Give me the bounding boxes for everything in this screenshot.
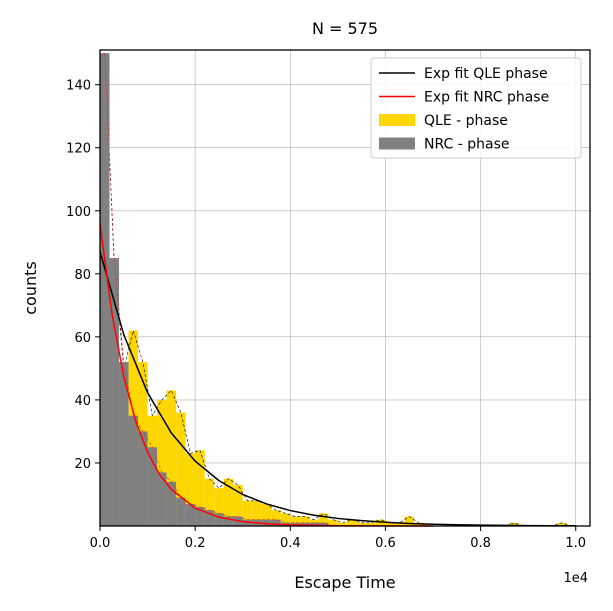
qle-bar xyxy=(242,500,253,526)
nrc-bar xyxy=(138,431,148,526)
qle-bar xyxy=(347,519,357,526)
qle-bar xyxy=(290,516,300,526)
nrc-bar xyxy=(271,519,281,526)
qle-bar xyxy=(356,522,367,526)
qle-bar xyxy=(556,522,567,526)
qle-bar xyxy=(252,500,262,526)
nrc-bar xyxy=(100,53,110,527)
qle-bar xyxy=(366,522,376,526)
nrc-bar xyxy=(109,258,120,526)
y-tick-label: 80 xyxy=(74,268,91,283)
x-axis-label: Escape Time xyxy=(294,573,395,592)
qle-bar xyxy=(195,450,205,526)
x-tick-label: 0.8 xyxy=(470,536,491,551)
chart-title: N = 575 xyxy=(312,19,378,38)
legend-label: QLE - phase xyxy=(424,113,508,129)
qle-bar xyxy=(375,519,386,526)
nrc-bar xyxy=(176,497,186,526)
histogram-bars xyxy=(100,53,572,527)
qle-bar xyxy=(261,503,272,526)
qle-bar xyxy=(271,510,281,526)
qle-bar xyxy=(223,478,234,526)
nrc-bar xyxy=(204,510,215,526)
nrc-bar xyxy=(318,522,329,526)
y-tick-label: 100 xyxy=(66,205,91,220)
nrc-bar xyxy=(242,519,253,526)
x-tick-label: 0.4 xyxy=(280,536,301,551)
nrc-bar xyxy=(128,415,139,526)
nrc-bar xyxy=(147,447,158,526)
qle-bar xyxy=(337,522,348,526)
qle-bar xyxy=(318,513,329,526)
qle-bar xyxy=(280,513,291,526)
axis-ticks: 0.0 0.2 0.4 0.6 0.8 1.0 20 40 60 80 100 120 140 xyxy=(66,79,586,551)
nrc-bar xyxy=(214,513,224,526)
qle-bar xyxy=(185,453,196,526)
y-tick-label: 40 xyxy=(74,394,91,409)
qle-bar xyxy=(328,519,338,526)
nrc-bar xyxy=(309,522,319,526)
nrc-bar xyxy=(261,519,272,526)
plot-frame xyxy=(99,49,591,527)
x-tick-label: 0.0 xyxy=(90,536,111,551)
nrc-bar xyxy=(166,481,177,526)
y-tick-label: 20 xyxy=(74,457,91,472)
nrc-bar xyxy=(223,516,234,526)
legend-label: NRC - phase xyxy=(424,137,509,153)
x-axis-offset-text: 1e4 xyxy=(563,571,588,586)
qle-fit-line xyxy=(99,251,576,527)
qle-bar xyxy=(385,522,395,526)
legend-swatch-patch xyxy=(379,114,415,126)
nrc-bar xyxy=(195,507,205,526)
qle-bar xyxy=(394,522,405,526)
qle-bar xyxy=(509,522,519,526)
qle-bar xyxy=(233,485,243,526)
nrc-bar xyxy=(157,472,167,526)
x-tick-label: 0.2 xyxy=(185,536,206,551)
qle-bar xyxy=(157,399,167,526)
legend-label: Exp fit QLE phase xyxy=(424,66,548,82)
y-axis-label: counts xyxy=(21,261,40,314)
nrc-bar xyxy=(119,362,129,526)
qle-bar xyxy=(204,478,215,526)
nrc-bar xyxy=(185,503,196,526)
legend-swatch-patch xyxy=(379,137,415,150)
x-tick-label: 0.6 xyxy=(375,536,396,551)
qle-bar xyxy=(299,516,310,526)
y-tick-label: 140 xyxy=(66,79,91,94)
legend: Exp fit QLE phase Exp fit NRC phase QLE - … xyxy=(370,57,582,159)
nrc-bar xyxy=(299,522,310,526)
y-tick-label: 120 xyxy=(66,142,91,157)
legend-box xyxy=(370,57,582,159)
x-tick-label: 1.0 xyxy=(565,536,586,551)
qle-bar xyxy=(214,488,224,526)
qle-bar xyxy=(176,412,186,526)
qle-bar xyxy=(166,390,177,526)
y-tick-label: 60 xyxy=(74,331,91,346)
legend-label: Exp fit NRC phase xyxy=(424,90,549,106)
qle-bar xyxy=(404,516,414,526)
